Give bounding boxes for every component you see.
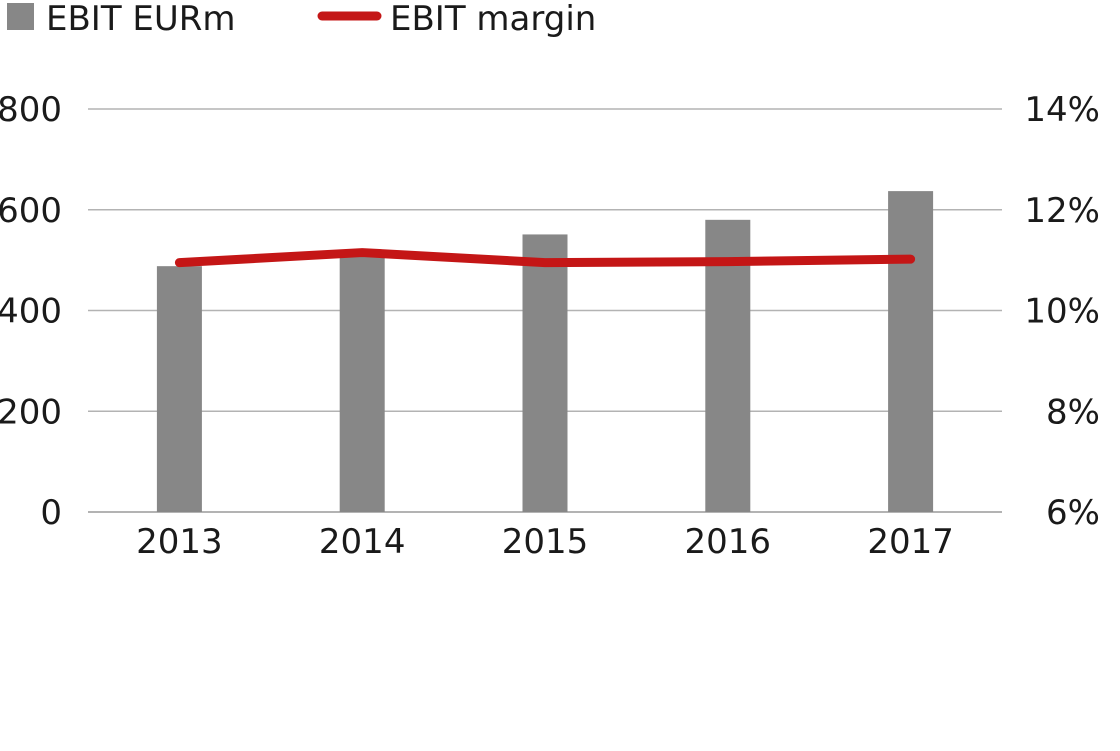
y-right-ticks: 6% 8% 10% 12% 14% (1024, 90, 1100, 533)
bar-2017 (888, 191, 933, 512)
bars (157, 191, 933, 512)
x-tick-label: 2016 (685, 522, 772, 562)
x-tick-label: 2017 (867, 522, 954, 562)
y-left-tick-label: 800 (0, 90, 62, 130)
bar-2013 (157, 266, 202, 512)
y-left-ticks: 0 200 400 600 800 (0, 90, 62, 533)
x-tick-label: 2015 (502, 522, 589, 562)
legend: EBIT EURm EBIT margin (7, 0, 596, 39)
y-left-tick-label: 200 (0, 392, 62, 432)
y-left-tick-label: 0 (40, 493, 62, 533)
y-right-tick-label: 10% (1024, 292, 1100, 332)
y-left-tick-label: 400 (0, 292, 62, 332)
y-right-tick-label: 6% (1046, 493, 1100, 533)
legend-bar-label: EBIT EURm (46, 0, 236, 39)
y-right-tick-label: 8% (1046, 392, 1100, 432)
y-right-tick-label: 12% (1024, 191, 1100, 231)
x-tick-label: 2013 (136, 522, 223, 562)
y-left-tick-label: 600 (0, 191, 62, 231)
x-tick-label: 2014 (319, 522, 406, 562)
legend-line-label: EBIT margin (390, 0, 596, 39)
bar-2014 (340, 252, 385, 512)
x-ticks: 2013 2014 2015 2016 2017 (136, 522, 954, 562)
bar-2015 (523, 234, 568, 512)
y-right-tick-label: 14% (1024, 90, 1100, 130)
legend-bar-swatch (7, 3, 34, 30)
